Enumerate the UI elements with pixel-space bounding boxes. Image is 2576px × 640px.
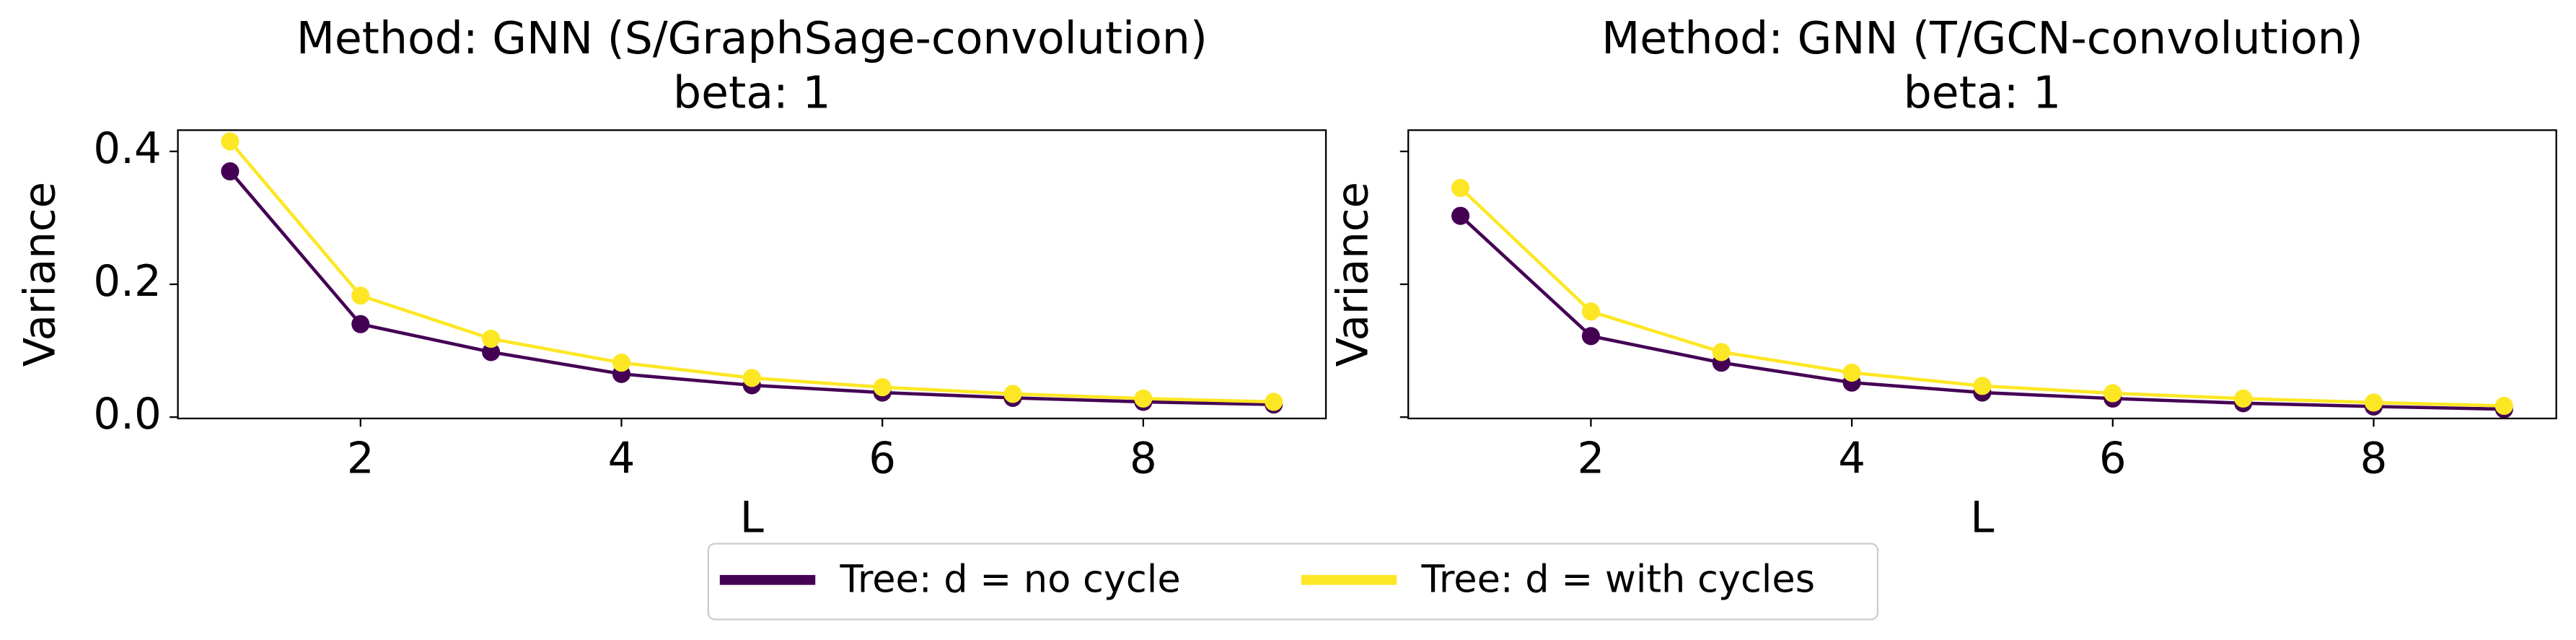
data-point (1581, 327, 1600, 346)
y-tick-label: 0.2 (93, 256, 161, 306)
legend: Tree: d = no cycle Tree: d = with cycles (707, 543, 1879, 621)
chart-title: Method: GNN (S/GraphSage-convolution) (296, 12, 1208, 64)
x-axis-label: L (740, 493, 764, 543)
data-point (2234, 389, 2253, 408)
data-point (482, 343, 501, 361)
x-tick-label: 6 (869, 433, 896, 483)
x-tick-label: 8 (2360, 433, 2388, 483)
plot-area: Method: GNN (S/GraphSage-convolution)bet… (14, 12, 2557, 621)
y-axis-label: Variance (14, 182, 64, 367)
data-point (1451, 206, 1470, 225)
x-tick-label: 6 (2099, 433, 2127, 483)
series-line (1459, 186, 2505, 408)
data-point (1134, 389, 1153, 408)
legend-frame (707, 543, 1879, 621)
data-point (1842, 363, 1861, 382)
legend-label: Tree: d = with cycles (1420, 558, 1815, 602)
y-tick-label: 0.4 (93, 123, 161, 173)
x-tick-label: 2 (347, 433, 374, 483)
data-point (1265, 393, 1283, 411)
x-tick-label: 4 (1838, 433, 1865, 483)
chart-subtitle: beta: 1 (1904, 67, 2062, 119)
data-point (221, 162, 239, 181)
series-line (229, 140, 1274, 404)
x-tick-label: 2 (1578, 433, 1605, 483)
axes-frame (1407, 129, 2557, 420)
data-point (1003, 385, 1022, 403)
data-point (2364, 393, 2383, 412)
data-point (2494, 396, 2513, 416)
y-tick-label: 0.0 (93, 389, 161, 439)
axes-frame (177, 129, 1327, 420)
data-point (351, 315, 370, 333)
data-point (2104, 384, 2122, 403)
legend-label: Tree: d = no cycle (839, 558, 1180, 602)
data-point (482, 329, 501, 349)
x-axis-label: L (1970, 493, 1994, 543)
data-point (873, 378, 892, 397)
x-tick-label: 8 (1130, 433, 1157, 483)
y-axis-label: Variance (1327, 182, 1377, 367)
data-point (1712, 343, 1731, 361)
data-point (1581, 302, 1600, 321)
data-point (742, 369, 761, 387)
chart-title: Method: GNN (T/GCN-convolution) (1601, 12, 2363, 64)
data-point (1973, 377, 1992, 395)
data-point (221, 132, 239, 151)
data-point (1451, 178, 1470, 198)
chart-subtitle: beta: 1 (673, 67, 831, 119)
x-tick-label: 4 (608, 433, 636, 483)
data-point (351, 286, 370, 305)
data-point (612, 354, 631, 372)
